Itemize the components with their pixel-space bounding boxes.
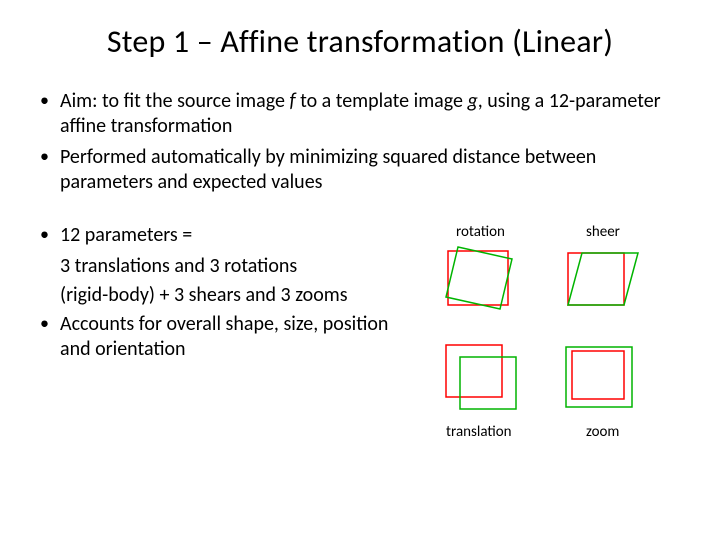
label-sheer: sheer	[586, 223, 620, 241]
label-zoom: zoom	[586, 423, 619, 441]
bullet-text: Accounts for overall shape, size, positi…	[60, 312, 388, 361]
bullet-sub: (rigid-body) + 3 shears and 3 zooms	[36, 283, 416, 308]
bullet-text: 12 parameters =	[60, 223, 192, 247]
label-translation: translation	[446, 423, 512, 441]
bullet-text: to a template image	[296, 89, 468, 113]
label-rotation: rotation	[456, 223, 505, 241]
bullet-params: 12 parameters =	[36, 223, 416, 248]
bullet-text-italic: g	[467, 89, 477, 113]
bullet-performed: Performed automatically by minimizing sq…	[36, 145, 684, 195]
bullet-text: Aim: to fit the source image	[60, 89, 289, 113]
slide: Step 1 – Affine transformation (Linear) …	[0, 0, 720, 540]
bullet-sub: 3 translations and 3 rotations	[36, 254, 416, 279]
cell-rotation	[442, 245, 526, 322]
cell-sheer	[560, 245, 644, 322]
bullet-aim: Aim: to fit the source image f to a temp…	[36, 89, 684, 139]
bullets-top: Aim: to fit the source image f to a temp…	[36, 89, 684, 195]
bullet-accounts: Accounts for overall shape, size, positi…	[36, 312, 416, 362]
slide-title: Step 1 – Affine transformation (Linear)	[36, 22, 684, 61]
row-lower: 12 parameters = 3 translations and 3 rot…	[36, 223, 684, 368]
cell-zoom	[560, 341, 644, 418]
bullets-bottom: 12 parameters = 3 translations and 3 rot…	[36, 223, 416, 368]
bullet-text: Performed automatically by minimizing sq…	[60, 145, 596, 194]
affine-figure: rotation sheer translation zoom	[416, 223, 684, 368]
cell-translation	[442, 341, 526, 418]
